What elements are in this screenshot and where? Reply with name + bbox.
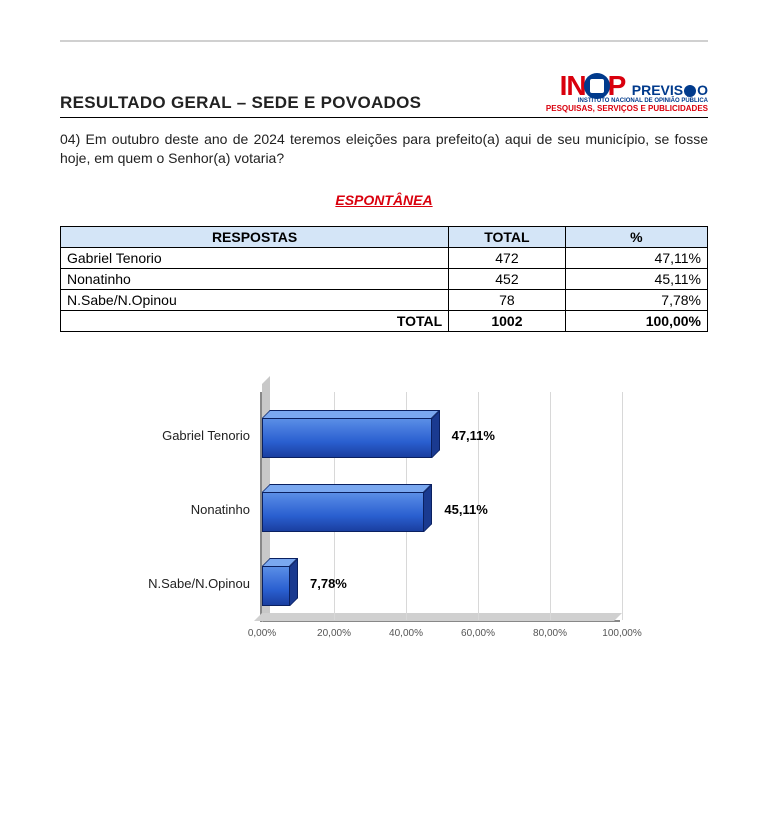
col-header-respostas: RESPOSTAS bbox=[61, 226, 449, 247]
plot-area: 0,00%20,00%40,00%60,00%80,00%100,00%Gabr… bbox=[260, 392, 620, 622]
results-table: RESPOSTAS TOTAL % Gabriel Tenorio 472 47… bbox=[60, 226, 708, 332]
cell-total-pct: 100,00% bbox=[565, 310, 707, 331]
cell-total-label: TOTAL bbox=[61, 310, 449, 331]
logo-isao-2: O bbox=[697, 82, 708, 98]
x-tick-label: 80,00% bbox=[533, 628, 567, 639]
cell-label: Nonatinho bbox=[61, 268, 449, 289]
grid-line bbox=[550, 392, 551, 620]
logo-globe-icon bbox=[584, 73, 610, 99]
logo: IN P PREVISO INSTITUTO NACIONAL DE OPINI… bbox=[546, 72, 708, 113]
logo-prev: PREV bbox=[632, 82, 670, 98]
bar-value-label: 7,78% bbox=[310, 576, 347, 591]
logo-subtitle-2: PESQUISAS, SERVIÇOS E PUBLICIDADES bbox=[546, 105, 708, 113]
response-type: ESPONTÂNEA bbox=[60, 192, 708, 208]
x-tick-label: 100,00% bbox=[602, 628, 641, 639]
cell-total: 78 bbox=[449, 289, 565, 310]
cell-total-value: 1002 bbox=[449, 310, 565, 331]
bar-side bbox=[424, 484, 432, 532]
table-row: N.Sabe/N.Opinou 78 7,78% bbox=[61, 289, 708, 310]
logo-isao-1: IS bbox=[670, 82, 683, 98]
cell-pct: 45,11% bbox=[565, 268, 707, 289]
col-header-pct: % bbox=[565, 226, 707, 247]
bar-chart: 0,00%20,00%40,00%60,00%80,00%100,00%Gabr… bbox=[180, 392, 680, 672]
x-tick-label: 40,00% bbox=[389, 628, 423, 639]
header-row: RESULTADO GERAL – SEDE E POVOADOS IN P P… bbox=[60, 72, 708, 113]
col-header-total: TOTAL bbox=[449, 226, 565, 247]
table-row-total: TOTAL 1002 100,00% bbox=[61, 310, 708, 331]
cell-label: N.Sabe/N.Opinou bbox=[61, 289, 449, 310]
logo-text-right: P bbox=[608, 72, 626, 100]
top-divider bbox=[60, 40, 708, 42]
page: RESULTADO GERAL – SEDE E POVOADOS IN P P… bbox=[0, 0, 768, 732]
bar-label: Gabriel Tenorio bbox=[110, 428, 250, 443]
bar-front bbox=[262, 566, 290, 606]
logo-main: IN P bbox=[560, 72, 626, 100]
bar-value-label: 47,11% bbox=[452, 428, 495, 443]
section-title: RESULTADO GERAL – SEDE E POVOADOS bbox=[60, 93, 421, 113]
axis-3d-floor bbox=[254, 613, 622, 621]
cell-label: Gabriel Tenorio bbox=[61, 247, 449, 268]
cell-pct: 47,11% bbox=[565, 247, 707, 268]
bar-value-label: 45,11% bbox=[444, 502, 487, 517]
bar-front bbox=[262, 418, 432, 458]
x-tick-label: 0,00% bbox=[248, 628, 276, 639]
x-tick-label: 60,00% bbox=[461, 628, 495, 639]
bar-side bbox=[432, 410, 440, 458]
x-tick-label: 20,00% bbox=[317, 628, 351, 639]
table-header-row: RESPOSTAS TOTAL % bbox=[61, 226, 708, 247]
cell-total: 472 bbox=[449, 247, 565, 268]
bar-top bbox=[262, 410, 440, 418]
cell-total: 452 bbox=[449, 268, 565, 289]
bar-side bbox=[290, 558, 298, 606]
grid-line bbox=[622, 392, 623, 620]
bar-label: Nonatinho bbox=[110, 502, 250, 517]
bar-top bbox=[262, 484, 432, 492]
question-text: 04) Em outubro deste ano de 2024 teremos… bbox=[60, 130, 708, 168]
cell-pct: 7,78% bbox=[565, 289, 707, 310]
table-row: Nonatinho 452 45,11% bbox=[61, 268, 708, 289]
bar-label: N.Sabe/N.Opinou bbox=[110, 576, 250, 591]
logo-text-left: IN bbox=[560, 72, 586, 100]
title-underline bbox=[60, 117, 708, 118]
table-row: Gabriel Tenorio 472 47,11% bbox=[61, 247, 708, 268]
logo-a-icon bbox=[684, 85, 696, 97]
bar-front bbox=[262, 492, 424, 532]
